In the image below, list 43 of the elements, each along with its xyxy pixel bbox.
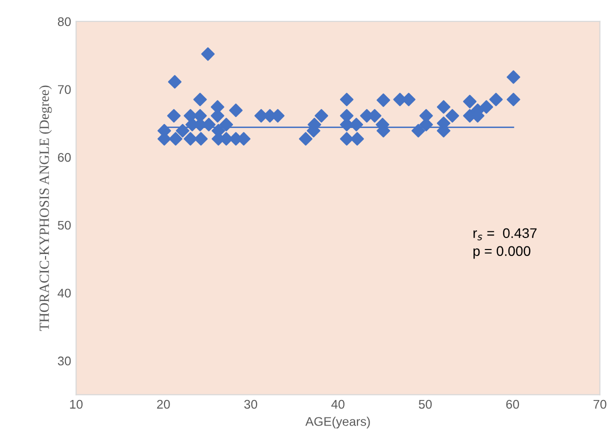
point [168, 75, 182, 89]
x-tick-label: 20 [157, 400, 170, 409]
point [506, 92, 520, 106]
point [220, 118, 234, 132]
y-tick-label: 40 [58, 288, 71, 298]
point [194, 132, 208, 146]
annotation: p = 0.000 [473, 246, 530, 259]
y-tick-label: 60 [58, 152, 71, 162]
point [314, 109, 328, 123]
point [168, 132, 182, 146]
x-axis-title: AGE(years) [305, 416, 370, 428]
y-tick-label: 30 [58, 356, 71, 366]
point [176, 124, 190, 138]
point [193, 92, 207, 106]
x-tick-label: 30 [244, 400, 258, 409]
point [340, 92, 354, 106]
x-tick-label: 60 [506, 400, 520, 409]
y-tick-label: 80 [58, 17, 71, 26]
point [229, 104, 243, 118]
y-tick-label: 70 [58, 85, 71, 94]
point [210, 109, 224, 123]
point [298, 132, 312, 146]
point [184, 132, 198, 146]
point [167, 109, 181, 123]
y-axis-title: THORACIC-KYPHOSIS ANGLE (Degree) [39, 86, 52, 331]
point [489, 92, 503, 106]
point [350, 132, 364, 146]
x-tick-label: 50 [418, 400, 432, 409]
point [412, 124, 426, 138]
x-tick-label: 70 [594, 400, 606, 409]
point [480, 100, 494, 114]
x-tick-label: 10 [70, 400, 83, 409]
y-tick-label: 50 [58, 220, 71, 230]
point [446, 109, 460, 123]
x-tick-label: 40 [331, 400, 344, 409]
point [340, 132, 354, 146]
point [350, 118, 364, 132]
point [506, 70, 520, 84]
point [201, 47, 215, 61]
point [436, 100, 450, 114]
annotation: r$_{s}$ = 0.437 [474, 228, 537, 240]
point [463, 94, 477, 108]
point [376, 93, 390, 107]
